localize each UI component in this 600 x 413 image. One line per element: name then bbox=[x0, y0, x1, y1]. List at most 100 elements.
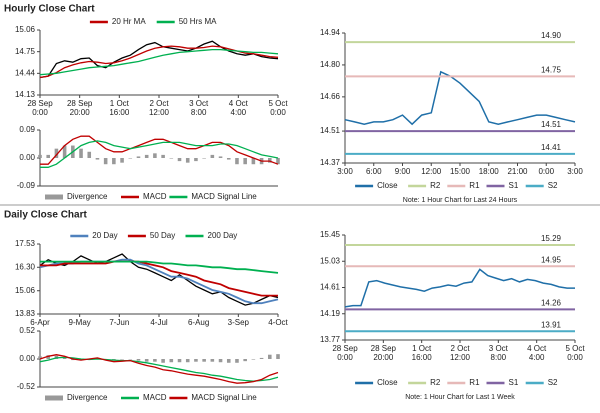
divergence-bar bbox=[202, 158, 206, 159]
divergence-bar bbox=[169, 359, 174, 363]
series-line bbox=[40, 260, 278, 297]
y-tick-label: 13.77 bbox=[320, 335, 341, 344]
divergence-bar bbox=[268, 158, 272, 163]
divergence-bar bbox=[62, 357, 67, 359]
divergence-bar bbox=[276, 354, 280, 359]
legend-item: R2 bbox=[408, 181, 441, 190]
x-tick-label: 28 Sep 0:00 bbox=[27, 99, 53, 117]
legend-item: R1 bbox=[447, 181, 480, 190]
divergence-bar bbox=[120, 359, 124, 360]
legend-label: MACD Signal Line bbox=[191, 393, 257, 402]
x-tick-label: 9:00 bbox=[395, 167, 411, 176]
x-tick-label: 4-Jul bbox=[150, 318, 168, 327]
y-tick-label: 14.94 bbox=[320, 28, 341, 37]
divergence-bar bbox=[62, 145, 67, 158]
divergence-bar bbox=[38, 154, 42, 158]
legend-item: Close bbox=[355, 181, 398, 190]
divergence-bar bbox=[177, 158, 182, 162]
divergence-bar bbox=[202, 359, 206, 362]
divergence-bar bbox=[103, 158, 108, 165]
y-tick-label: 14.61 bbox=[320, 283, 341, 292]
legend-label: 50 Hrs MA bbox=[179, 17, 217, 26]
legend-item: R2 bbox=[408, 378, 441, 387]
divergence-bar bbox=[128, 158, 133, 159]
legend-item: 20 Day bbox=[70, 231, 118, 240]
legend-label: R1 bbox=[469, 378, 480, 387]
legend-label: Divergence bbox=[67, 192, 108, 201]
divergence-bar bbox=[185, 158, 190, 163]
divergence-bar bbox=[95, 158, 100, 160]
divergence-bar bbox=[251, 158, 256, 165]
y-tick-label: 0.52 bbox=[19, 326, 35, 335]
x-tick-label: 12:00 bbox=[421, 167, 442, 176]
legend-item: S2 bbox=[525, 181, 558, 190]
legend-item: MACD Signal Line bbox=[169, 192, 257, 201]
x-tick-label: 15:00 bbox=[450, 167, 471, 176]
y-tick-label: 15.45 bbox=[320, 230, 341, 239]
series-line bbox=[344, 268, 575, 308]
x-tick-label: 2 Oct 12:00 bbox=[149, 99, 170, 117]
y-tick-label: 15.06 bbox=[15, 25, 36, 34]
divergence-bar bbox=[38, 356, 42, 359]
divergence-bar bbox=[153, 359, 157, 362]
series-line bbox=[39, 253, 279, 306]
x-tick-label: 7-Jun bbox=[109, 318, 129, 327]
legend-item: MACD Signal Line bbox=[169, 393, 257, 402]
x-tick-label: 3:00 bbox=[337, 167, 353, 176]
legend-label: Close bbox=[377, 378, 398, 387]
y-tick-label: -0.52 bbox=[17, 382, 36, 391]
series-line bbox=[40, 260, 279, 274]
divergence-bar bbox=[218, 156, 223, 158]
y-tick-label: 14.19 bbox=[320, 309, 341, 318]
y-tick-label: -0.09 bbox=[17, 181, 36, 190]
series-line bbox=[39, 356, 279, 382]
legend-label: 200 Day bbox=[208, 231, 238, 240]
divergence-bar bbox=[226, 359, 231, 363]
y-tick-label: 0.09 bbox=[19, 125, 35, 134]
y-tick-label: 14.13 bbox=[15, 90, 36, 99]
divergence-bar bbox=[112, 158, 116, 165]
divergence-bar bbox=[153, 153, 157, 158]
y-tick-label: 0.00 bbox=[19, 354, 35, 363]
series-line bbox=[40, 140, 279, 168]
x-tick-label: 0:00 bbox=[538, 167, 554, 176]
legend-item: S1 bbox=[486, 378, 519, 387]
legend-label: Close bbox=[377, 181, 398, 190]
level-label: 14.51 bbox=[541, 120, 562, 129]
divergence-bar bbox=[194, 359, 198, 362]
divergence-bar bbox=[259, 357, 264, 359]
x-tick-label: 21:00 bbox=[507, 167, 528, 176]
y-tick-label: 15.06 bbox=[15, 286, 36, 295]
divergence-bar bbox=[46, 154, 50, 158]
x-tick-label: 6-Aug bbox=[188, 318, 209, 327]
x-tick-label: 3-Sep bbox=[228, 318, 250, 327]
legend-item: Divergence bbox=[45, 393, 108, 402]
y-tick-label: 14.51 bbox=[320, 126, 341, 135]
divergence-bar bbox=[169, 158, 174, 159]
divergence-bar bbox=[218, 359, 223, 363]
divergence-bar bbox=[144, 154, 149, 158]
level-label: 14.90 bbox=[541, 31, 562, 40]
x-tick-label: 28 Sep 0:00 bbox=[332, 344, 358, 362]
legend-label: 20 Day bbox=[92, 231, 117, 240]
x-tick-label: 4 Oct 4:00 bbox=[527, 344, 547, 362]
divergence-bar bbox=[79, 148, 83, 158]
level-label: 13.91 bbox=[541, 320, 562, 329]
divergence-bar bbox=[144, 359, 149, 362]
x-tick-label: 3 Oct 8:00 bbox=[189, 99, 209, 117]
y-tick-label: 17.53 bbox=[15, 239, 36, 248]
x-tick-label: 3:00 bbox=[567, 167, 583, 176]
legend-item: Divergence bbox=[45, 192, 108, 201]
x-tick-label: 18:00 bbox=[479, 167, 500, 176]
level-label: 14.41 bbox=[541, 143, 562, 152]
y-tick-label: 14.66 bbox=[320, 92, 341, 101]
legend-swatch bbox=[45, 194, 63, 200]
y-tick-label: 14.80 bbox=[320, 60, 341, 69]
y-tick-label: 0.00 bbox=[19, 153, 35, 162]
legend-label: Divergence bbox=[67, 393, 108, 402]
y-tick-label: 16.30 bbox=[15, 262, 36, 271]
divergence-bar bbox=[210, 359, 215, 362]
legend-item: MACD bbox=[121, 393, 167, 402]
x-tick-label: 2 Oct 12:00 bbox=[450, 344, 471, 362]
